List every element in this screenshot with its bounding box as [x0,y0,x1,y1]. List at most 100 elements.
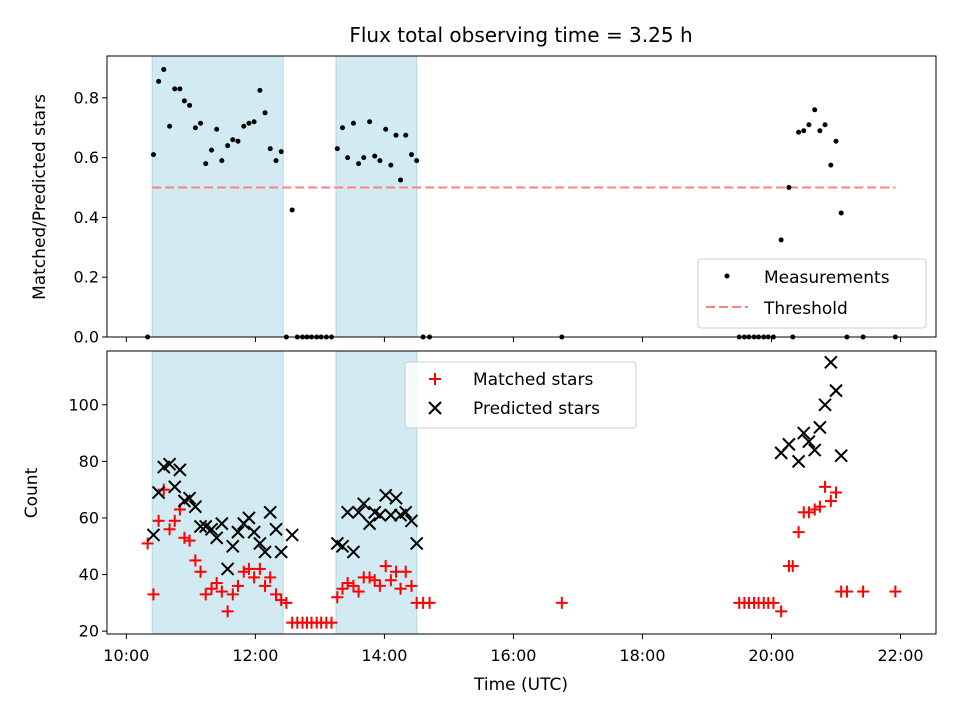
measurement-point [350,120,356,126]
measurement-point [156,78,162,84]
measurement-point [778,237,784,243]
matched-star-point [253,562,266,575]
predicted-star-point [168,480,182,494]
top-ylabel: Matched/Predicted stars [30,94,50,300]
matched-star-point [152,514,165,527]
matched-star-point [792,526,805,539]
predicted-star-point [231,525,245,539]
bottom-xtick-label: 14:00 [361,646,407,665]
predicted-star-point [824,355,838,370]
predicted-star-point [409,536,424,551]
measurement-point [167,123,173,129]
predicted-star-point [151,485,166,500]
measurement-point [383,126,389,132]
matched-star-point [275,594,288,607]
predicted-star-point [791,454,806,469]
top-ytick-label: 0.8 [74,88,99,107]
measurement-point [289,207,295,213]
matched-star-point [802,506,815,519]
predicted-star-point [193,519,208,534]
measurement-point [388,162,394,168]
measurement-point [192,125,198,131]
matched-star-point [368,574,381,587]
matched-star-point [157,483,170,496]
matched-star-point [819,480,832,493]
top-panel: 0.00.20.40.60.8 Matched/Predicted stars … [30,55,937,347]
matched-star-point [210,577,223,590]
measurement-point [150,152,156,158]
top-legend-box [697,258,927,329]
matched-star-point [221,605,234,618]
matched-star-point [889,585,902,598]
predicted-star-point [146,528,161,542]
measurement-point [219,158,225,164]
bottom-ytick-label: 20 [79,622,99,641]
measurement-point [356,161,362,167]
measurement-point [209,147,215,153]
measurement-point [838,210,844,216]
predicted-star-point [285,528,299,542]
measurement-point [230,137,236,143]
top-ytick-label: 0.6 [74,148,99,167]
top-axes-frame [106,55,937,338]
measurement-point [801,128,807,134]
top-ytick-label: 0.4 [74,208,99,227]
matched-star-point [168,514,181,527]
matched-star-point [183,534,196,547]
bottom-xtick-label: 10:00 [103,646,149,665]
measurement-point [257,87,263,93]
predicted-star-point [351,505,366,520]
measurement-point [278,149,284,155]
matched-star-point [363,571,376,584]
matched-star-point [347,579,360,592]
matched-star-point [280,596,293,609]
predicted-star-point [357,497,371,511]
measurement-point [334,146,340,152]
matched-star-point [824,494,837,507]
matched-star-point [813,500,826,513]
predicted-star-point [389,491,403,505]
bottom-xlabel: Time (UTC) [473,675,568,695]
measurement-point [393,132,399,138]
matched-star-point [394,582,407,595]
measurement-point [833,138,839,144]
predicted-star-point [162,457,177,471]
legend-threshold-label: Threshold [763,299,848,319]
measurement-point [361,155,367,161]
matched-star-point [215,585,228,598]
legend-predicted-marker [428,401,442,415]
matched-star-point [857,585,870,598]
matched-star-point [199,588,212,601]
predicted-star-point [188,499,203,514]
measurement-point [398,177,404,183]
legend-measurements-label: Measurements [764,268,890,288]
matched-star-point [808,503,821,516]
matched-star-point [786,560,799,573]
bottom-axes-frame [106,350,937,635]
measurement-point [172,86,178,92]
predicted-star-point [209,531,224,545]
chart-title: Flux total observing time = 3.25 h [349,23,692,47]
matched-star-point [226,588,239,601]
measurement-point [187,102,193,108]
bottom-xtick-label: 16:00 [490,646,536,665]
predicted-star-point [263,505,277,520]
matched-star-point [147,588,160,601]
measurement-point [273,158,279,164]
measurement-point [251,119,257,125]
matched-star-point [259,579,272,592]
matched-star-point [264,571,277,584]
bottom-xtick-label: 22:00 [877,646,923,665]
predicted-star-point [253,536,267,551]
predicted-star-point [335,539,350,553]
legend-measurements-marker [724,273,730,279]
predicted-star-point [797,426,811,440]
measurement-point [372,153,378,159]
matched-star-point [555,596,568,609]
measurement-point [203,161,209,167]
matched-star-point [379,560,392,573]
measurement-point [214,126,220,132]
matched-star-point [189,554,202,567]
measurement-point [241,123,247,129]
predicted-star-point [398,505,413,520]
